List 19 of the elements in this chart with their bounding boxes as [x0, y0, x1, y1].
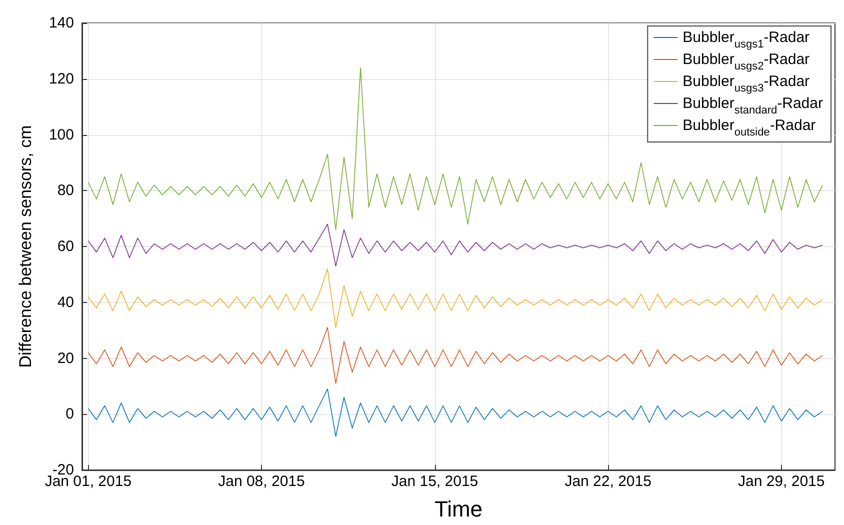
x-tick-label: Jan 15, 2015: [391, 473, 478, 490]
y-tick-label: 0: [66, 406, 74, 423]
x-tick-label: Jan 08, 2015: [218, 473, 305, 490]
y-tick-label: 40: [57, 294, 74, 311]
y-tick-label: 20: [57, 350, 74, 367]
line-series: [88, 388, 824, 437]
y-tick-label: -20: [52, 462, 74, 478]
y-axis-title: Difference between sensors, cm: [16, 125, 35, 368]
y-tick-label: 80: [57, 182, 74, 200]
x-tick-label: Jan 22, 2015: [564, 473, 652, 490]
y-tick-label: 100: [48, 126, 74, 144]
x-axis-title: Time: [434, 496, 483, 522]
line-series: [88, 224, 824, 266]
x-tick-label: Jan 29, 2015: [738, 473, 825, 490]
y-tick-label: 120: [48, 70, 74, 88]
line-series: [88, 268, 824, 328]
y-tick-label: 140: [48, 14, 74, 32]
line-series: [88, 327, 824, 384]
y-tick-label: 60: [57, 238, 74, 255]
